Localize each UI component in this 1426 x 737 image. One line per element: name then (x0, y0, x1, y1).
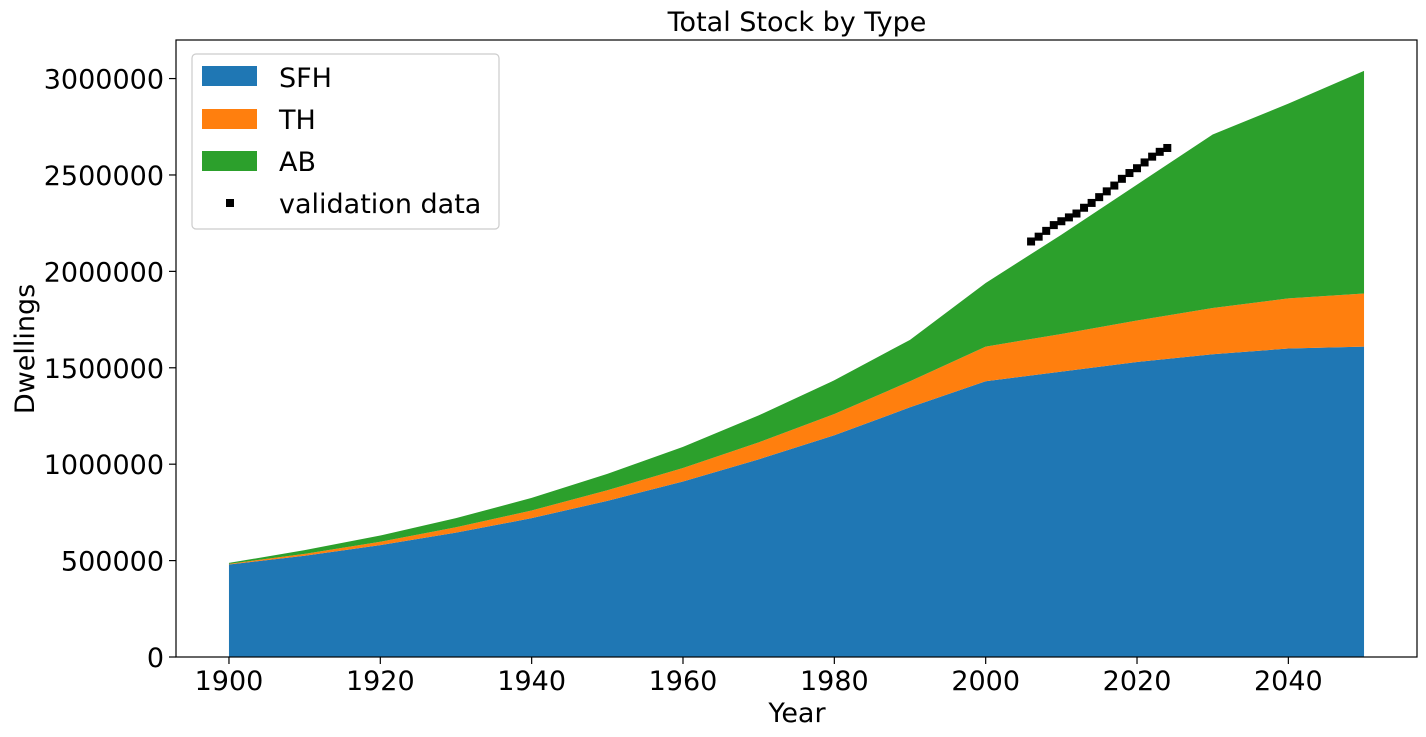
legend-marker-validation (226, 199, 234, 207)
chart-title: Total Stock by Type (667, 7, 927, 38)
validation-point (1049, 221, 1058, 230)
area-ab (228, 70, 1365, 564)
x-tick-label: 2000 (951, 666, 1020, 697)
y-tick-label: 1000000 (44, 450, 164, 481)
plot-frame (175, 39, 1418, 658)
validation-point (1155, 147, 1164, 156)
y-axis-label: Dwellings (10, 284, 41, 414)
validation-point (1027, 237, 1036, 246)
validation-point (1125, 169, 1134, 178)
area-layer (228, 70, 1365, 657)
x-tick-label: 1900 (195, 666, 264, 697)
validation-point (1034, 232, 1043, 241)
validation-point (1042, 226, 1051, 235)
x-axis-label: Year (767, 698, 826, 729)
validation-point (1163, 143, 1172, 152)
x-tick-label: 1920 (346, 666, 415, 697)
area-th (228, 293, 1365, 565)
legend-swatch-th (202, 109, 257, 129)
legend-label-ab: AB (279, 147, 316, 178)
validation-point (1148, 152, 1157, 161)
y-tick-label: 0 (147, 643, 164, 674)
y-axis-ticks: 0 500000 1000000 1500000 2000000 2500000 30000… (44, 65, 176, 674)
validation-point (1117, 174, 1126, 183)
area-sfh (228, 346, 1365, 657)
legend-label-validation: validation data (279, 189, 481, 220)
x-tick-label: 1960 (649, 666, 718, 697)
legend: SFH TH AB validation data (191, 53, 500, 230)
y-tick-label: 2000000 (44, 257, 164, 288)
legend-swatch-ab (202, 151, 257, 171)
validation-point (1057, 217, 1066, 226)
x-tick-label: 2040 (1254, 666, 1323, 697)
x-tick-label: 2020 (1103, 666, 1172, 697)
x-tick-label: 1980 (800, 666, 869, 697)
validation-point (1087, 198, 1096, 207)
validation-point (1095, 193, 1104, 202)
legend-label-th: TH (278, 105, 316, 136)
y-tick-label: 500000 (61, 547, 164, 578)
legend-swatch-sfh (202, 66, 257, 86)
y-tick-label: 2500000 (44, 161, 164, 192)
validation-point (1133, 164, 1142, 173)
validation-marker-layer (1027, 143, 1172, 246)
validation-point (1110, 181, 1119, 190)
validation-point (1064, 213, 1073, 222)
validation-point (1102, 187, 1111, 196)
legend-box (191, 53, 500, 230)
x-axis-ticks: 1900 1920 1940 1960 1980 2000 2020 2040 (195, 657, 1323, 697)
validation-point (1080, 203, 1089, 212)
validation-point (1140, 158, 1149, 167)
x-tick-label: 1940 (497, 666, 566, 697)
legend-label-sfh: SFH (279, 63, 332, 94)
validation-point (1072, 209, 1081, 218)
y-tick-label: 1500000 (44, 354, 164, 385)
y-tick-label: 3000000 (44, 65, 164, 96)
